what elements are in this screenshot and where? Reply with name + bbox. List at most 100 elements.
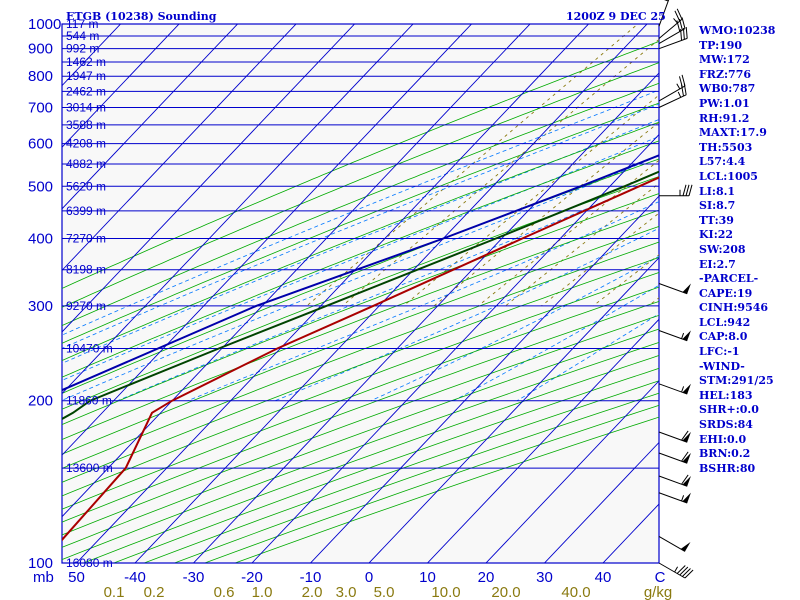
dry-adiabat-line [62,341,659,560]
pressure-label: 100 [28,555,53,572]
wind-barb-staff [658,18,683,39]
isotherm-line [134,24,648,563]
isotherm-line [75,24,590,563]
dry-adiabats [62,41,659,563]
pressure-label: 700 [28,99,53,116]
temperature-profile-line [62,176,659,542]
isotherm-line [62,24,473,456]
index-row: LCL:942 [699,315,751,329]
isotherm-line [0,13,14,575]
mixing-ratio-label: g/kg [644,584,672,600]
wind-barb [658,83,687,108]
mixing-ratio-label: 1.0 [252,584,273,600]
mixing-ratio-line [342,38,659,307]
plot-area [62,24,659,563]
height-label: 544 m [66,29,99,43]
pressure-label: 900 [28,41,53,58]
wind-barb-flag [681,430,689,441]
height-label: 9270 m [66,299,106,313]
isotherm-line [485,380,659,563]
wind-barb-pennant [682,452,691,464]
wind-barb-flag [676,565,686,574]
temperature-tick-label: -40 [124,569,146,586]
index-row: CINH:9546 [699,301,769,315]
dry-adiabat-line [62,328,659,548]
temperature-unit-label: C [655,569,666,586]
moist-adiabat-line [62,118,659,364]
wind-barb-flag [683,83,687,95]
wind-barb-flag [682,184,687,196]
dry-adiabat-line [62,102,659,344]
index-row: FRZ:776 [699,67,752,81]
temperature-tick-label: -20 [241,569,263,586]
height-label: 11860 m [66,394,112,408]
index-row: SI:8.7 [699,199,736,213]
wind-barb [658,26,688,50]
wind-barb-flag [681,474,689,485]
wind-barb-staff [658,0,670,27]
dry-adiabat-line [62,209,659,440]
pressure-label: 300 [28,298,53,315]
wind-barb-half-flag [681,386,685,393]
wind-barb-pennant [682,283,691,294]
sounding-profiles [62,154,659,542]
temperature-tick-label: 50 [68,569,85,586]
wind-barb-pennant [680,541,691,552]
mixing-ratio-label: 2.0 [302,584,323,600]
height-label: 16080 m [66,556,113,570]
height-label: 3588 m [66,118,106,132]
height-label: 4882 m [66,157,106,171]
pressure-label: 1000 [28,16,61,33]
wind-barb-staff [658,431,688,443]
index-row: EHI:0.0 [699,432,747,446]
isotherm-line [368,257,659,563]
wind-barb [658,0,670,27]
wind-barb [658,283,691,295]
wind-barb-flag [682,28,685,40]
dry-adiabat-line [62,286,659,510]
mixing-ratio-label: 3.0 [336,584,357,600]
height-label: 1462 m [66,55,106,69]
height-label: 13600 m [66,461,113,475]
height-label: 5620 m [66,179,106,193]
height-label: 1947 m [66,69,106,83]
wind-barb [658,330,691,342]
index-row: TT:39 [699,213,734,227]
wind-barb-flag [685,184,690,196]
isotherm-line [62,24,297,272]
wind-barb-staff [658,383,688,395]
wind-barb-flag [681,451,689,462]
moist-adiabat-line [62,155,659,401]
wind-barb-half-flag [681,495,685,502]
wind-barb-flag [678,18,683,31]
pressure-label: 200 [28,393,53,410]
index-row: SRDS:84 [699,418,753,432]
dry-adiabat-line [62,82,659,327]
wind-barb [658,451,691,464]
height-label: 2462 m [66,84,106,98]
wind-barb-half-flag [673,18,678,24]
dry-adiabat-line [62,41,659,289]
index-row: EI:2.7 [699,257,736,271]
mixing-ratio-label: 40.0 [561,584,590,600]
dry-adiabat-line [62,314,659,536]
pressure-label: 500 [28,178,53,195]
moist-adiabat-line [62,136,659,381]
index-row: LI:8.1 [699,184,736,198]
wind-barb [658,474,691,487]
wind-barb-pennant [682,475,691,487]
index-row: CAP:8.0 [699,330,748,344]
sounding-indices-panel: WMO:10238 TP:190 MW:172 FRZ:776 WB0:787 PW:1.… [699,24,799,476]
index-row: SW:208 [699,242,746,256]
dry-adiabat-line [62,225,659,455]
pressure-label: 800 [28,68,53,85]
mixing-ratio-line [403,94,659,307]
temperature-tick-label: 10 [419,569,436,586]
axis-labels: 16080 m 13600 m 11860 m 10470 m 9270 m 8198 m… [28,16,672,600]
isotherm-line [251,133,659,563]
wind-barb [658,536,691,552]
moist-adiabat-line [62,89,659,336]
wind-barb-staff [658,94,687,108]
wind-barb-staff [658,283,688,295]
mixing-ratio-label: 20.0 [491,584,520,600]
